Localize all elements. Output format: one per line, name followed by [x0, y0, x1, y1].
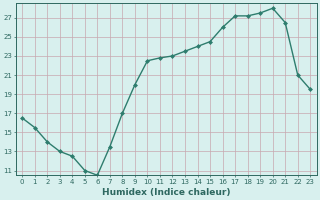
X-axis label: Humidex (Indice chaleur): Humidex (Indice chaleur): [102, 188, 230, 197]
